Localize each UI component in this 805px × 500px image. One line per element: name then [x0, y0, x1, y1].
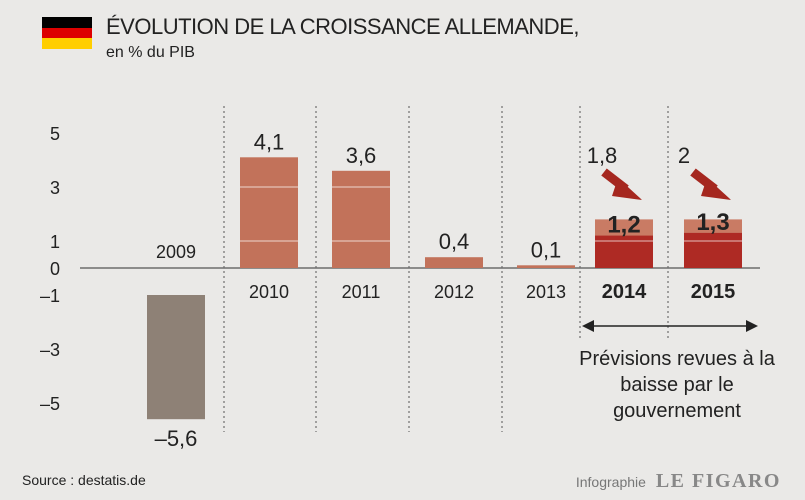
data-label: –5,6	[155, 426, 198, 451]
x-tick-label: 2012	[434, 282, 474, 302]
data-label: 1,2	[607, 212, 640, 239]
bar	[147, 295, 205, 420]
data-label: 0,4	[439, 229, 470, 254]
x-tick-label: 2009	[156, 242, 196, 262]
bar	[240, 157, 298, 268]
y-tick-label: 0	[50, 259, 60, 279]
x-tick-label: 2011	[342, 282, 381, 302]
y-tick-label: –3	[40, 340, 60, 360]
flag-stripe-black	[42, 17, 92, 28]
y-tick-label: –5	[40, 394, 60, 414]
chart-title: ÉVOLUTION DE LA CROISSANCE ALLEMANDE,	[106, 14, 579, 39]
y-tick-label: 1	[50, 232, 60, 252]
x-tick-label: 2010	[249, 282, 289, 302]
data-label: 0,1	[531, 237, 562, 262]
data-label: 1,3	[696, 209, 729, 236]
x-tick-label: 2014	[602, 281, 647, 303]
data-label: 4,1	[254, 129, 285, 154]
bar	[332, 170, 390, 268]
x-tick-label: 2015	[691, 281, 736, 303]
previous-forecast-label: 1,8	[587, 143, 618, 168]
revision-arrow-head	[612, 178, 642, 200]
y-tick-label: 3	[50, 178, 60, 198]
chart-subtitle: en % du PIB	[106, 44, 195, 61]
bar	[517, 265, 575, 268]
bar	[684, 232, 742, 268]
german-flag-icon	[42, 17, 92, 49]
forecast-annotation: Prévisions revues à la baisse par le gou…	[579, 348, 775, 422]
x-tick-label: 2013	[526, 282, 566, 302]
data-label: 3,6	[346, 143, 377, 168]
source-note: Source : destatis.de	[22, 472, 146, 488]
bar	[595, 235, 653, 268]
y-tick-label: 5	[50, 124, 60, 144]
flag-stripe-red	[42, 27, 92, 39]
figaro-logo: LE FIGARO	[655, 470, 781, 492]
y-tick-label: –1	[40, 286, 60, 306]
previous-forecast-label: 2	[678, 143, 690, 168]
revision-arrow-head	[701, 178, 731, 200]
credit-prefix: Infographie	[575, 474, 646, 490]
credit: Infographie LE FIGARO	[576, 470, 781, 493]
flag-stripe-gold	[42, 38, 92, 49]
bar	[425, 257, 483, 268]
